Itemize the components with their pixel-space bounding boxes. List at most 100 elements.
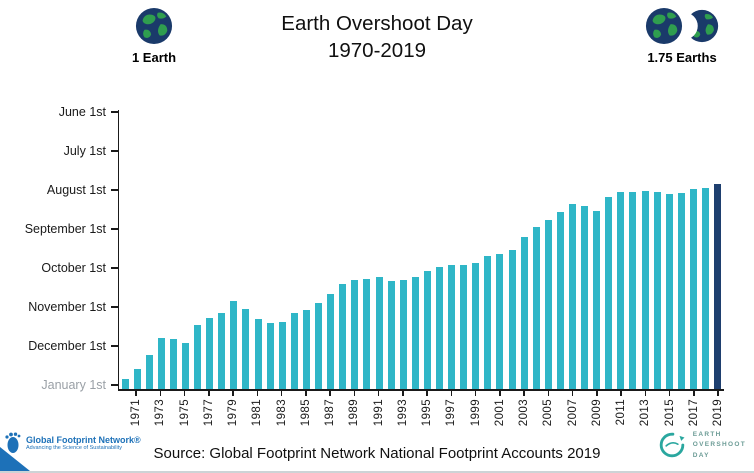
x-slot-2002 xyxy=(506,391,518,439)
x-slot-2001: 2001 xyxy=(494,391,506,439)
x-slot-2008 xyxy=(579,391,591,439)
bar-slot xyxy=(228,301,240,389)
x-axis-tick xyxy=(596,391,598,396)
x-year-label: 2003 xyxy=(518,399,531,427)
one-earth-badge: 1 Earth xyxy=(114,6,194,65)
bar-2002 xyxy=(508,250,516,389)
bar-slot xyxy=(288,312,300,389)
bar-2013 xyxy=(641,190,649,389)
bar-slot xyxy=(421,271,433,389)
x-slot-1978 xyxy=(215,391,227,439)
earth-icon-full xyxy=(645,7,683,45)
x-slot-1983: 1983 xyxy=(276,391,288,439)
bar-slot xyxy=(131,369,143,389)
y-axis-label: July 1st xyxy=(64,144,118,158)
bar-slot xyxy=(470,263,482,389)
bar-slot xyxy=(554,211,566,389)
x-slot-1998 xyxy=(458,391,470,439)
page-title: Earth Overshoot Day 1970-2019 xyxy=(190,10,564,64)
y-axis-label: August 1st xyxy=(47,183,118,197)
x-slot-1993: 1993 xyxy=(397,391,409,439)
x-year-label: 2013 xyxy=(639,399,652,427)
x-slot-1980 xyxy=(239,391,251,439)
y-axis-tick xyxy=(111,306,118,308)
bar-1998 xyxy=(460,264,468,389)
bar-1971 xyxy=(133,369,141,389)
bar-2015 xyxy=(665,194,673,389)
y-axis-tick xyxy=(111,150,118,152)
bar-1973 xyxy=(157,337,165,389)
y-axis-label-text: September 1st xyxy=(24,222,106,236)
x-slot-1999: 1999 xyxy=(470,391,482,439)
y-axis-tick xyxy=(111,189,118,191)
x-slot-1982 xyxy=(264,391,276,439)
bar-2010 xyxy=(605,196,613,389)
x-axis-tick xyxy=(474,391,477,396)
x-slot-1988 xyxy=(336,391,348,439)
x-slot-2011: 2011 xyxy=(615,391,627,439)
x-slot-1992 xyxy=(385,391,397,439)
x-axis-tick xyxy=(232,391,234,396)
y-axis-label-text: August 1st xyxy=(46,183,106,197)
bar-1986 xyxy=(315,302,323,389)
bar-1981 xyxy=(254,319,262,389)
bar-slot xyxy=(663,194,675,389)
bar-slot xyxy=(204,318,216,389)
bar-slot xyxy=(313,302,325,389)
bar-1984 xyxy=(290,312,298,389)
x-year-label: 1971 xyxy=(130,399,143,427)
x-axis-tick xyxy=(426,391,428,396)
x-axis-tick xyxy=(159,391,162,396)
x-axis-tick xyxy=(668,391,671,396)
x-year-label: 1981 xyxy=(251,399,264,427)
bar-2017 xyxy=(689,189,697,389)
bar-slot xyxy=(155,337,167,389)
x-slot-2017: 2017 xyxy=(688,391,700,439)
x-slot-1971: 1971 xyxy=(130,391,142,439)
x-year-label: 2007 xyxy=(566,399,579,427)
y-axis-label: December 1st xyxy=(28,339,118,353)
x-axis-tick xyxy=(547,391,550,396)
overshoot-day-icon xyxy=(659,433,685,458)
x-slot-2005: 2005 xyxy=(542,391,554,439)
y-axis: June 1st July 1st August 1st September 1st O… xyxy=(0,105,118,392)
bar-slot xyxy=(712,184,724,389)
bar-1970 xyxy=(121,379,129,389)
x-year-label: 1995 xyxy=(421,399,434,427)
y-axis-tick xyxy=(111,111,118,113)
x-slot-1991: 1991 xyxy=(373,391,385,439)
x-axis-tick xyxy=(717,391,719,396)
bar-1997 xyxy=(448,264,456,389)
bar-slot xyxy=(651,191,663,389)
bar-2016 xyxy=(677,193,685,389)
bar-slot xyxy=(276,321,288,389)
title-line-1: Earth Overshoot Day xyxy=(281,12,473,35)
bar-slot xyxy=(506,250,518,389)
bar-1990 xyxy=(363,278,371,389)
bar-slot xyxy=(409,277,421,389)
bar-2018 xyxy=(702,188,710,389)
bar-1975 xyxy=(182,342,190,389)
bar-slot xyxy=(482,255,494,389)
bar-slot xyxy=(373,277,385,389)
y-axis-label-text: January 1st xyxy=(41,378,106,392)
bar-1974 xyxy=(169,338,177,389)
bar-2004 xyxy=(532,227,540,389)
gfn-text-block: Global Footprint Network® Advancing the … xyxy=(26,435,141,451)
x-axis-tick xyxy=(305,391,307,396)
x-slot-1981: 1981 xyxy=(251,391,263,439)
earths-175-badge: 1.75 Earths xyxy=(630,6,734,65)
x-slot-1997: 1997 xyxy=(445,391,457,439)
x-slot-1987: 1987 xyxy=(324,391,336,439)
x-year-label: 1983 xyxy=(275,399,288,427)
x-slot-1996 xyxy=(433,391,445,439)
earths-175-icon-row xyxy=(630,6,734,46)
y-axis-tick xyxy=(111,267,118,269)
x-slot-2019: 2019 xyxy=(712,391,724,439)
bar-2003 xyxy=(520,237,528,389)
y-axis-tick xyxy=(111,384,118,386)
x-year-label: 1987 xyxy=(324,399,337,427)
source-text: Source: Global Footprint Network Nationa… xyxy=(153,445,601,462)
x-slot-2010 xyxy=(603,391,615,439)
